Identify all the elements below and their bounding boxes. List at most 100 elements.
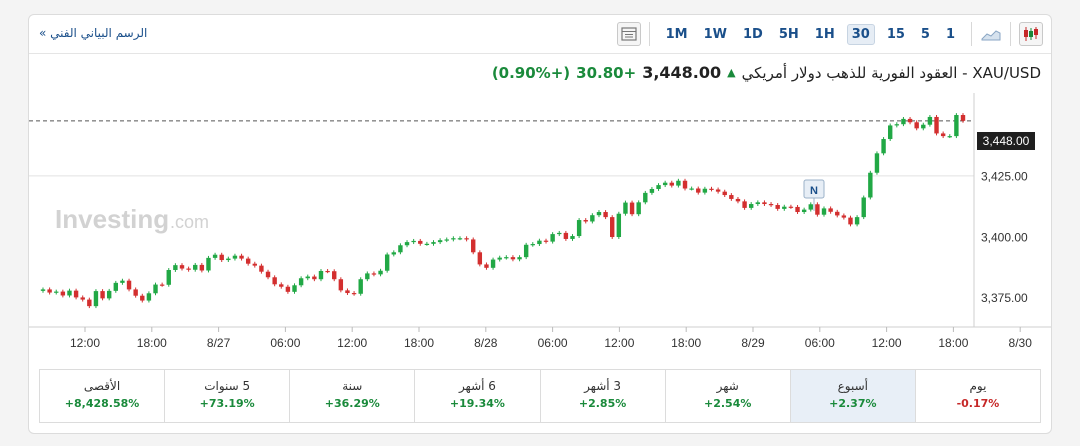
timeframe-1-button[interactable]: 1 (945, 26, 955, 42)
performance-cell[interactable]: سنة +36.29% (289, 370, 414, 422)
performance-cell[interactable]: أسبوع +2.37% (789, 370, 915, 422)
candle-body (87, 299, 92, 307)
candle-body (318, 270, 324, 280)
performance-value: +36.29% (324, 397, 380, 410)
candle-body (523, 244, 529, 258)
candle-body (874, 153, 880, 173)
candle-body (186, 268, 191, 270)
candle-body (530, 244, 535, 246)
candle-body (179, 265, 185, 269)
candle-body (490, 259, 496, 268)
candle-body (894, 124, 900, 126)
candle-body (808, 204, 813, 210)
candle-body (610, 217, 615, 238)
candle-body (54, 291, 59, 293)
candle-body (755, 202, 761, 205)
performance-cell[interactable]: الأقصى +8,428.58% (40, 370, 164, 422)
table-view-icon[interactable] (616, 22, 641, 46)
timeframe-30-button[interactable]: 30 (846, 23, 875, 45)
performance-cell[interactable]: 5 سنوات +73.19% (164, 370, 289, 422)
candle-body (166, 270, 171, 285)
chart-widget: الرسم البياني الفني » 1M 1W 1D 5H 1H 30 15 5 1 X… (28, 14, 1052, 434)
candle-body (623, 202, 628, 214)
performance-period-label: 3 أشهر (584, 379, 622, 393)
y-tick-label: 3,400.00 (981, 230, 1028, 244)
toolbar-divider (648, 22, 650, 46)
performance-value: +73.19% (199, 397, 255, 410)
timeframe-5h-button[interactable]: 5H (778, 26, 799, 42)
candle-body (305, 276, 310, 279)
up-arrow-icon: ▲ (727, 66, 736, 79)
candle-body (616, 213, 622, 238)
candle-body (159, 284, 165, 286)
candle-series (40, 113, 966, 309)
candle-body (828, 208, 833, 212)
candle-body (887, 125, 893, 140)
timeframe-group: 1M 1W 1D 5H 1H 30 15 5 1 (658, 23, 963, 45)
candle-body (338, 279, 344, 291)
candle-body (861, 197, 866, 218)
candle-body (901, 118, 906, 125)
event-marker[interactable]: N (803, 179, 825, 211)
timeframe-1d-button[interactable]: 1D (743, 26, 763, 42)
timeframe-1m-button[interactable]: 1M (665, 26, 688, 42)
candle-body (212, 254, 218, 258)
candle-body (298, 278, 304, 286)
chart-grid (29, 120, 974, 177)
area-chart-icon[interactable] (980, 23, 1002, 45)
performance-period-label: يوم (969, 379, 987, 393)
candle-body (93, 291, 99, 307)
candle-body (418, 240, 423, 244)
chart-axes: 3,375.00 3,400.00 3,425.00 12:00 18:00 8/27 06… (29, 93, 1051, 350)
candle-body (762, 202, 767, 205)
candle-body (206, 257, 211, 271)
technical-chart-link[interactable]: الرسم البياني الفني » (39, 26, 148, 40)
candle-body (484, 264, 489, 268)
x-tick-label: 06:00 (805, 336, 835, 350)
x-tick-label: 18:00 (671, 336, 701, 350)
timeframe-1h-button[interactable]: 1H (814, 26, 835, 42)
performance-cell[interactable]: شهر +2.54% (664, 370, 790, 422)
candle-body (345, 290, 350, 294)
candle-body (272, 277, 277, 285)
x-tick-label: 12:00 (337, 336, 367, 350)
candle-body (471, 239, 476, 253)
x-tick-label: 12:00 (604, 336, 634, 350)
candle-body (464, 238, 469, 240)
performance-cell[interactable]: 3 أشهر +2.85% (539, 370, 665, 422)
instrument-header: XAU/USD - العقود الفورية للذهب دولار أمر… (492, 63, 1041, 82)
candle-body (133, 289, 138, 296)
candle-body (550, 234, 555, 242)
candle-body (384, 254, 390, 271)
candle-body (391, 252, 396, 255)
x-tick-label: 06:00 (270, 336, 300, 350)
performance-period-label: شهر (716, 379, 739, 393)
candle-body (252, 263, 257, 266)
instrument-price: 3,448.00 (642, 63, 722, 82)
price-chart[interactable]: Investing .com N 3,375.00 3,400.00 3,425.0… (29, 15, 1052, 360)
timeframe-15-button[interactable]: 15 (886, 26, 905, 42)
candle-body (643, 192, 648, 203)
candle-body (451, 238, 456, 240)
performance-period-label: الأقصى (83, 379, 121, 393)
performance-value: -0.17% (956, 397, 1000, 410)
timeframe-5-button[interactable]: 5 (920, 26, 930, 42)
candle-body (636, 202, 641, 215)
performance-cell[interactable]: يوم -0.17% (914, 370, 1040, 422)
candle-body (709, 188, 714, 190)
candle-body (934, 116, 939, 134)
candle-body (841, 215, 847, 218)
performance-cell[interactable]: 6 أشهر +19.34% (414, 370, 539, 422)
performance-value: +2.54% (703, 397, 752, 410)
candle-body (795, 206, 800, 213)
candle-body (960, 115, 966, 121)
timeframe-1w-button[interactable]: 1W (703, 26, 727, 42)
candle-body (576, 220, 582, 237)
x-tick-label: 8/30 (1009, 336, 1033, 350)
candle-body (629, 202, 635, 215)
candle-body (517, 257, 522, 260)
performance-value: +2.85% (578, 397, 627, 410)
candle-body (60, 291, 66, 296)
candlestick-chart-icon[interactable] (1019, 22, 1043, 46)
candle-body (371, 273, 377, 275)
